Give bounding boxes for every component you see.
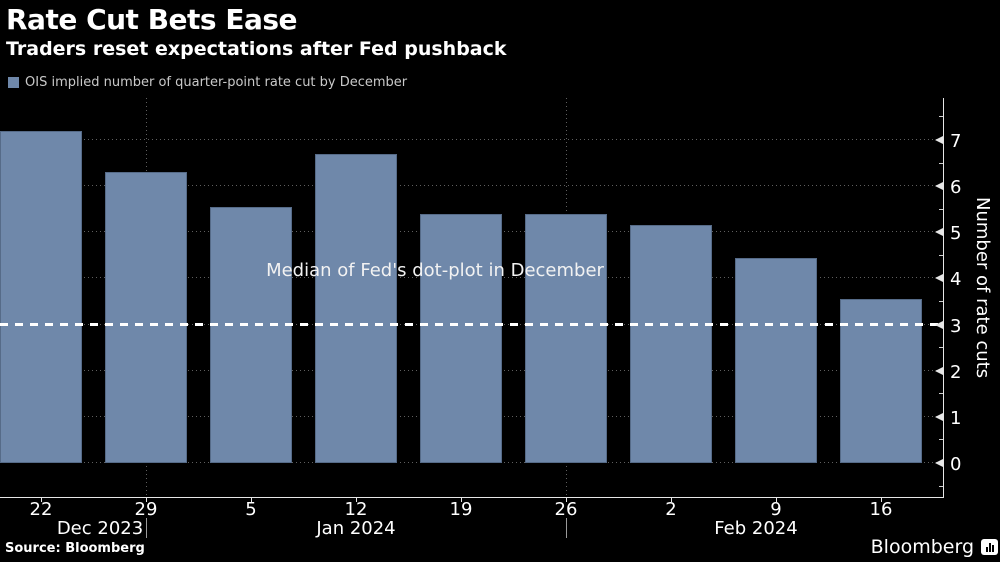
x-axis-tick-label: 22 bbox=[29, 499, 53, 520]
bar bbox=[210, 206, 292, 463]
y-axis-tick-label: 3 bbox=[950, 315, 962, 337]
x-axis-tick-label: 5 bbox=[245, 499, 257, 520]
legend-label: OIS implied number of quarter-point rate… bbox=[25, 75, 408, 90]
y-axis-minor-tick bbox=[939, 486, 943, 487]
x-axis-tick-label: 9 bbox=[770, 499, 782, 520]
month-group-label: Feb 2024 bbox=[714, 518, 798, 539]
y-axis-tick bbox=[935, 320, 943, 329]
x-axis-tick bbox=[146, 498, 147, 502]
y-axis-tick-label: 1 bbox=[950, 407, 962, 429]
y-axis-tick-label: 7 bbox=[950, 131, 962, 153]
median-annotation: Median of Fed's dot-plot in December bbox=[266, 260, 604, 281]
y-axis-tick bbox=[935, 182, 943, 191]
y-axis-tick bbox=[935, 274, 943, 283]
bloomberg-bug-icon bbox=[981, 539, 998, 555]
source-attribution: Source: Bloomberg bbox=[5, 541, 145, 556]
x-axis-tick bbox=[881, 498, 882, 502]
bar bbox=[420, 213, 502, 463]
y-axis-minor-tick bbox=[939, 347, 943, 348]
month-group-label: Jan 2024 bbox=[316, 518, 396, 539]
month-separator bbox=[566, 518, 567, 538]
x-axis-tick bbox=[41, 498, 42, 502]
bar bbox=[0, 130, 82, 463]
gridline-horizontal bbox=[0, 185, 943, 186]
y-axis-minor-tick bbox=[939, 116, 943, 117]
x-axis-tick-label: 19 bbox=[449, 499, 473, 520]
y-axis-minor-tick bbox=[939, 255, 943, 256]
y-axis-minor-tick bbox=[939, 301, 943, 302]
page-subtitle: Traders reset expectations after Fed pus… bbox=[6, 38, 507, 60]
x-axis-tick bbox=[566, 498, 567, 502]
bloomberg-brand: Bloomberg bbox=[871, 536, 998, 558]
bloomberg-wordmark: Bloomberg bbox=[870, 536, 974, 558]
month-group-label: Dec 2023 bbox=[56, 518, 144, 539]
y-axis-tick bbox=[935, 136, 943, 145]
x-axis-tick bbox=[251, 498, 252, 502]
bar bbox=[315, 153, 397, 463]
bar bbox=[735, 257, 817, 463]
bar bbox=[840, 299, 922, 463]
x-axis-tick-label: 16 bbox=[869, 499, 893, 520]
median-reference-line bbox=[0, 323, 941, 326]
legend-swatch-icon bbox=[8, 77, 19, 88]
x-axis-tick-label: 12 bbox=[344, 499, 368, 520]
x-axis-tick bbox=[671, 498, 672, 502]
x-axis-tick-label: 2 bbox=[665, 499, 677, 520]
bar bbox=[630, 225, 712, 463]
y-axis-minor-tick bbox=[939, 209, 943, 210]
x-axis-tick-label: 29 bbox=[134, 499, 158, 520]
y-axis-minor-tick bbox=[939, 163, 943, 164]
y-axis-tick bbox=[935, 412, 943, 421]
y-axis-tick bbox=[935, 228, 943, 237]
x-axis-tick bbox=[356, 498, 357, 502]
gridline-horizontal bbox=[0, 139, 943, 140]
x-axis-tick-label: 26 bbox=[554, 499, 578, 520]
y-axis-tick bbox=[935, 366, 943, 375]
y-axis-line bbox=[943, 98, 944, 497]
x-axis-line bbox=[0, 497, 944, 498]
x-axis-tick bbox=[461, 498, 462, 502]
y-axis-tick-label: 4 bbox=[950, 269, 962, 291]
y-axis-minor-tick bbox=[939, 393, 943, 394]
x-axis-tick bbox=[776, 498, 777, 502]
y-axis-tick-label: 5 bbox=[950, 223, 962, 245]
legend: OIS implied number of quarter-point rate… bbox=[8, 75, 407, 90]
y-axis-tick-label: 0 bbox=[950, 454, 962, 475]
y-axis-tick-label: 6 bbox=[950, 177, 962, 199]
y-axis-minor-tick bbox=[939, 439, 943, 440]
y-axis-tick bbox=[935, 459, 943, 467]
month-separator bbox=[146, 518, 147, 538]
bar bbox=[525, 213, 607, 463]
bar bbox=[105, 172, 187, 463]
y-axis-title: Number of rate cuts bbox=[972, 197, 993, 379]
y-axis-tick-label: 2 bbox=[950, 361, 962, 383]
page-title: Rate Cut Bets Ease bbox=[6, 3, 298, 36]
